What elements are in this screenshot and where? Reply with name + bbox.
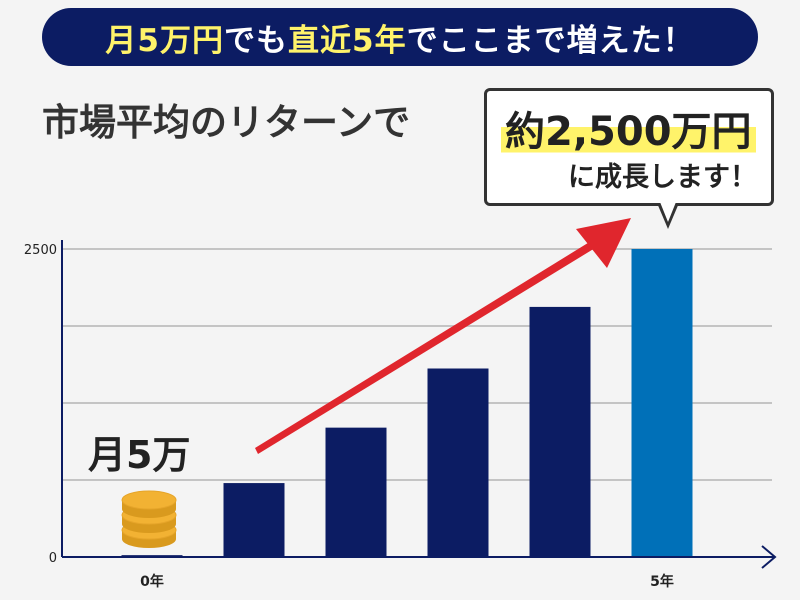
trend-arrow-head (576, 218, 631, 268)
bar (631, 249, 693, 557)
banner-highlight-amount: 月5万円 (105, 22, 224, 59)
callout-bubble: 約2,500万円 に成長します！ (484, 88, 774, 206)
y-tick-label: 0 (49, 551, 57, 566)
headline-banner: 月5万円 でも 直近5年 でここまで増えた！ (42, 8, 758, 66)
y-tick-label: 2500 (24, 243, 57, 258)
banner-text-end: でここまで増えた！ (406, 22, 695, 59)
coin-icon (121, 490, 177, 510)
subtitle: 市場平均のリターンで (42, 101, 411, 144)
x-axis-arrowhead (761, 545, 777, 569)
monthly-amount-label: 月5万 (88, 433, 191, 477)
banner-text: でも (224, 22, 288, 59)
x-tick-label: 0年 (140, 573, 164, 590)
bar (325, 427, 387, 557)
bar (427, 368, 489, 557)
x-tick-label: 5年 (650, 573, 674, 590)
banner-highlight-period: 直近5年 (288, 22, 407, 59)
callout-amount: 約2,500万円 (501, 99, 756, 157)
callout-text: に成長します！ (568, 162, 757, 193)
callout-tail-inner (660, 202, 676, 222)
bar (529, 306, 591, 557)
bar (223, 483, 285, 557)
trend-arrow-shaft (255, 238, 600, 454)
